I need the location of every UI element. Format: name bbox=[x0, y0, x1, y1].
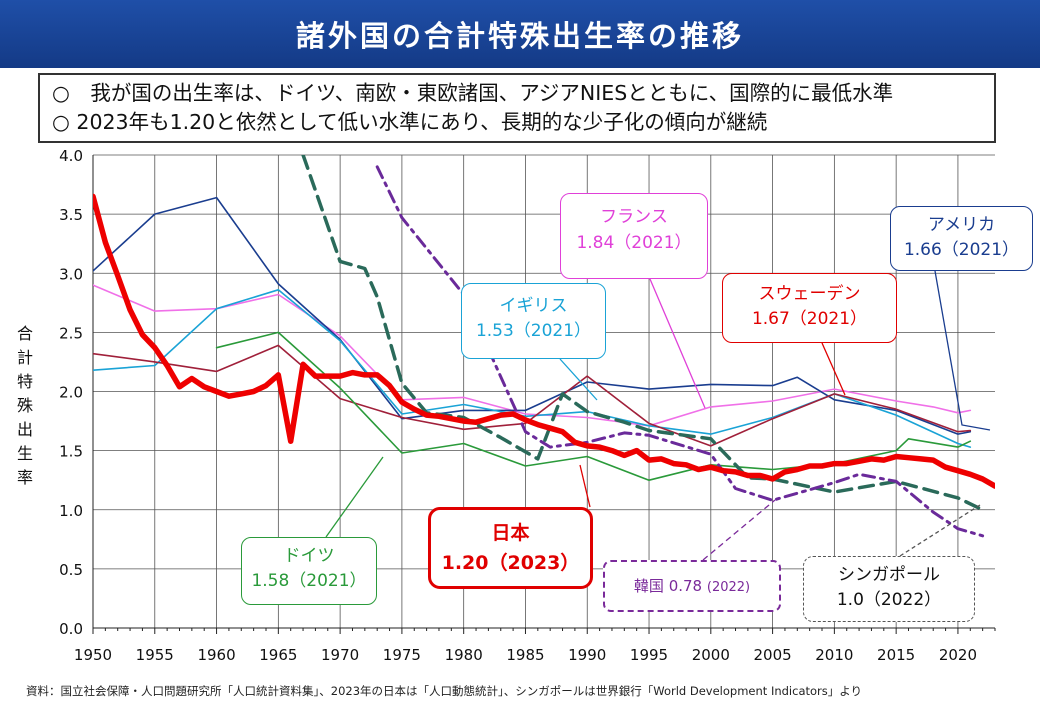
callout-sweden-value: 1.67（2021） bbox=[751, 309, 868, 329]
callout-uk-value: 1.53（2021） bbox=[475, 321, 592, 341]
x-tick-label: 1995 bbox=[630, 646, 668, 664]
series-line-アメリカ bbox=[93, 196, 972, 435]
series-line-韓国 bbox=[375, 165, 985, 538]
y-axis-label-char: 生 bbox=[16, 444, 33, 463]
callout-sweden-name: スウェーデン bbox=[758, 284, 861, 304]
y-tick-label: 2.5 bbox=[59, 324, 83, 342]
callout-singapore-name: シンガポール bbox=[838, 565, 940, 585]
x-tick-label: 2000 bbox=[692, 646, 730, 664]
y-tick-label: 1.0 bbox=[59, 502, 83, 520]
callout-japan-value: 1.20（2023） bbox=[441, 552, 580, 574]
series-line-スウェーデン bbox=[93, 344, 972, 447]
x-tick-label: 2010 bbox=[815, 646, 853, 664]
callout-germany-name: ドイツ bbox=[283, 546, 335, 566]
y-axis-label-char: 特 bbox=[16, 372, 33, 391]
y-tick-label: 3.0 bbox=[59, 265, 83, 283]
callout-uk: イギリス 1.53（2021） bbox=[461, 283, 606, 359]
x-tick-label: 1960 bbox=[197, 646, 235, 664]
y-tick-label: 3.5 bbox=[59, 206, 83, 224]
x-tick-label: 1985 bbox=[506, 646, 544, 664]
x-tick-label: 2015 bbox=[877, 646, 915, 664]
callout-france-value: 1.84（2021） bbox=[576, 233, 692, 253]
summary-line-2: ○ 2023年も1.20と依然として低い水準にあり、長期的な少子化の傾向が継続 bbox=[52, 110, 768, 134]
callout-uk-name: イギリス bbox=[499, 296, 568, 316]
x-tick-label: 1955 bbox=[136, 646, 174, 664]
x-tick-label: 1980 bbox=[445, 646, 483, 664]
callout-usa-name: アメリカ bbox=[927, 215, 996, 235]
x-tick-label: 2005 bbox=[753, 646, 791, 664]
callout-germany-value: 1.58（2021） bbox=[251, 571, 367, 591]
page-title: 諸外国の合計特殊出生率の推移 bbox=[295, 19, 744, 53]
x-tick-label: 1970 bbox=[321, 646, 359, 664]
summary-line-1: ○ 我が国の出生率は、ドイツ、南欧・東欧諸国、アジアNIESとともに、国際的に最… bbox=[52, 81, 894, 105]
callout-pointer-france bbox=[649, 278, 706, 409]
series-line-フランス bbox=[93, 284, 972, 427]
summary-box: ○ 我が国の出生率は、ドイツ、南欧・東欧諸国、アジアNIESとともに、国際的に最… bbox=[38, 73, 996, 143]
callout-singapore-value: 1.0（2022） bbox=[836, 590, 942, 610]
callout-singapore: シンガポール 1.0（2022） bbox=[803, 556, 975, 622]
series-line-ドイツ bbox=[215, 331, 972, 481]
x-tick-label: 2020 bbox=[939, 646, 977, 664]
x-tick-label: 1990 bbox=[568, 646, 606, 664]
series-line-シンガポール bbox=[301, 155, 985, 512]
callout-usa: アメリカ 1.66（2021） bbox=[890, 206, 1033, 271]
source-note: 資料：国立社会保障・人口問題研究所「人口統計資料集」、2023年の日本は「人口動… bbox=[26, 684, 863, 698]
callout-pointer-germany bbox=[325, 456, 384, 538]
callout-korea-value: 0.78 bbox=[668, 577, 703, 595]
x-tick-label: 1950 bbox=[74, 646, 112, 664]
callout-france: フランス 1.84（2021） bbox=[560, 193, 708, 279]
y-axis-label: 合 計 特 殊 出 生 率 bbox=[14, 322, 36, 490]
x-tick-label: 1975 bbox=[383, 646, 421, 664]
callout-pointer-usa bbox=[934, 270, 991, 431]
y-axis-label-char: 合 bbox=[16, 324, 33, 343]
callout-japan: 日本 1.20（2023） bbox=[428, 507, 593, 589]
y-tick-label: 4.0 bbox=[59, 147, 83, 165]
y-axis-label-char: 計 bbox=[16, 348, 33, 367]
callout-korea-year: (2022) bbox=[706, 580, 751, 595]
y-axis-label-char: 出 bbox=[16, 420, 33, 439]
callout-usa-value: 1.66（2021） bbox=[903, 240, 1020, 260]
callout-korea-name: 韓国 bbox=[633, 577, 664, 595]
callout-france-name: フランス bbox=[600, 207, 668, 227]
y-tick-label: 0.5 bbox=[59, 561, 83, 579]
y-axis-label-char: 率 bbox=[16, 468, 33, 487]
callout-korea: 韓国 0.78 (2022) bbox=[603, 560, 781, 612]
y-tick-label: 0.0 bbox=[59, 620, 83, 638]
callout-pointer-japan bbox=[579, 464, 591, 508]
callout-sweden: スウェーデン 1.67（2021） bbox=[722, 273, 897, 343]
x-tick-label: 1965 bbox=[259, 646, 297, 664]
callout-pointer-sweden bbox=[821, 342, 846, 396]
callout-pointer-korea bbox=[702, 499, 776, 561]
y-tick-label: 2.0 bbox=[59, 384, 83, 402]
series-line-日本 bbox=[93, 193, 995, 489]
callout-pointer-singapore bbox=[899, 504, 981, 557]
callout-japan-name: 日本 bbox=[491, 522, 530, 544]
callout-pointer-uk bbox=[559, 358, 598, 401]
callout-germany: ドイツ 1.58（2021） bbox=[241, 537, 377, 605]
y-tick-label: 1.5 bbox=[59, 443, 83, 461]
y-axis-label-char: 殊 bbox=[16, 396, 33, 415]
title-bar: 諸外国の合計特殊出生率の推移 bbox=[0, 0, 1040, 68]
